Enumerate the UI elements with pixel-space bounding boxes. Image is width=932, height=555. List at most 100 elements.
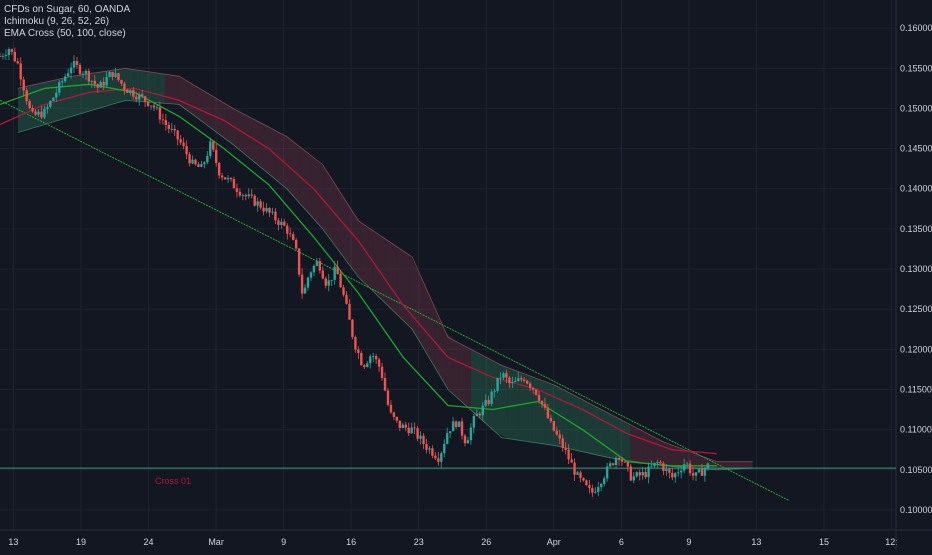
x-tick-label: 24 — [144, 537, 154, 547]
candle-body — [638, 472, 641, 476]
ichimoku-cloud-segment — [642, 430, 655, 465]
candle-body — [247, 194, 250, 197]
ichimoku-cloud-segment — [201, 89, 214, 131]
candle-body — [49, 101, 52, 107]
y-tick-label: 0.12500 — [900, 304, 932, 314]
ichimoku-cloud-segment — [728, 461, 741, 470]
candle-body — [558, 434, 561, 439]
candle-body — [114, 73, 117, 77]
legend-ichimoku: Ichimoku (9, 26, 52, 26) — [4, 16, 110, 27]
candle-body — [674, 473, 677, 478]
candle-body — [149, 105, 153, 107]
candle-body — [410, 427, 413, 434]
candle-body — [484, 400, 487, 406]
x-tick-label: Apr — [547, 537, 561, 547]
candle-body — [52, 97, 55, 102]
candle-body — [564, 447, 567, 450]
candle-body — [585, 480, 588, 486]
annotation-cross-01: Cross 01 — [155, 476, 191, 486]
ichimoku-cloud-segment — [140, 70, 153, 103]
y-tick-label: 0.10500 — [900, 465, 932, 475]
candle-body — [105, 77, 108, 86]
ichimoku-cloud-segment — [250, 117, 263, 170]
candle-body — [460, 421, 464, 436]
candle-body — [117, 73, 120, 81]
legend: CFDs on Sugar, 60, OANDA Ichimoku (9, 26… — [4, 4, 130, 40]
candle-body — [389, 404, 393, 413]
ichimoku-cloud-segment — [581, 398, 594, 455]
candle-body — [135, 96, 138, 100]
candle-body — [496, 377, 499, 391]
candle-body — [677, 472, 680, 474]
candle-body — [469, 427, 473, 441]
candle-body — [413, 427, 416, 429]
x-tick-label: 9 — [686, 537, 691, 547]
candle-body — [600, 483, 603, 488]
candle-body — [126, 89, 129, 93]
candle-body — [81, 73, 85, 75]
y-tick-label: 0.11500 — [900, 384, 932, 394]
candle-body — [140, 94, 144, 97]
candle-body — [259, 201, 262, 208]
ichimoku-cloud-segment — [336, 186, 349, 264]
x-tick-label: 26 — [481, 537, 491, 547]
candle-body — [309, 272, 313, 278]
candle-body — [143, 96, 147, 102]
candle-body — [395, 416, 399, 421]
candle-body — [191, 159, 194, 164]
candle-body — [215, 149, 218, 164]
candle-body — [475, 413, 479, 416]
candle-body — [315, 261, 319, 266]
candle-body — [238, 191, 242, 196]
candle-body — [167, 124, 171, 129]
candle-body — [514, 380, 517, 383]
candle-body — [209, 141, 212, 156]
ichimoku-cloud-segment — [226, 104, 239, 149]
candle-body — [437, 458, 440, 462]
candle-body — [312, 265, 316, 273]
candle-body — [679, 470, 683, 473]
candle-body — [93, 80, 96, 85]
candle-body — [123, 83, 126, 90]
candle-body — [401, 424, 404, 429]
ema-fast-line — [0, 83, 717, 467]
candle-body — [366, 363, 369, 367]
candle-body — [466, 440, 470, 444]
ichimoku-cloud-segment — [385, 238, 398, 316]
candle-body — [217, 163, 221, 176]
candle-body — [55, 92, 58, 98]
candle-body — [265, 207, 268, 212]
candle-body — [650, 466, 653, 468]
candle-body — [416, 428, 419, 439]
candle-body — [659, 461, 662, 464]
ichimoku-cloud-segment — [483, 355, 496, 433]
candle-body — [348, 303, 351, 320]
candle-body — [357, 349, 360, 353]
candle-body — [146, 101, 150, 106]
candle-body — [152, 105, 156, 108]
candle-body — [419, 435, 422, 439]
candle-body — [25, 90, 28, 102]
candle-body — [688, 463, 692, 474]
candle-body — [653, 462, 656, 467]
trendline — [0, 99, 789, 501]
ichimoku-cloud-segment — [630, 424, 643, 463]
candle-body — [250, 194, 253, 196]
candle-body — [354, 337, 357, 350]
candle-body — [629, 466, 633, 481]
legend-ema-cross: EMA Cross (50, 100, close) — [4, 28, 126, 39]
ichimoku-cloud-segment — [507, 367, 520, 441]
candle-body — [543, 403, 547, 408]
candle-body — [656, 461, 659, 463]
x-tick-label: 15 — [819, 537, 829, 547]
candle-body — [102, 81, 105, 86]
candle-body — [99, 81, 102, 88]
candle-body — [508, 377, 511, 384]
candle-body — [454, 421, 458, 428]
candle-body — [371, 356, 375, 357]
candle-body — [706, 463, 710, 469]
x-tick-label: 12: — [885, 537, 898, 547]
ichimoku-cloud-segment — [152, 72, 165, 104]
